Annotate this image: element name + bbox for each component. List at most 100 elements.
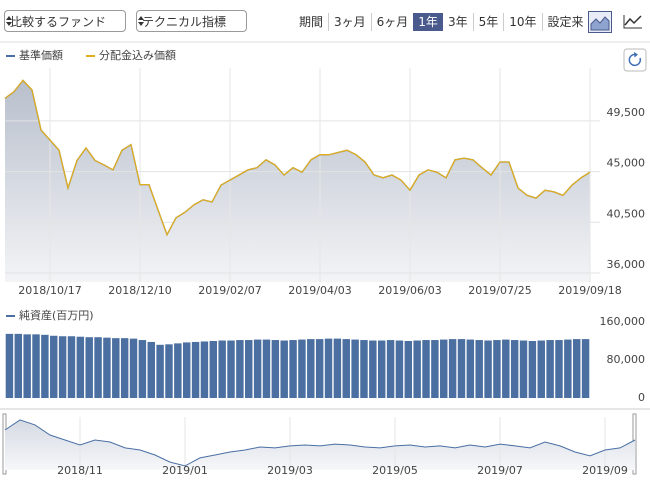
bar: [289, 340, 297, 398]
bar: [377, 340, 386, 398]
x-tick-label: 2018/11: [57, 464, 103, 477]
x-tick-label: 2019/07: [477, 464, 523, 477]
x-tick-label: 2019/06/03: [378, 284, 441, 297]
bar: [14, 333, 23, 398]
x-tick-label: 2019/04/03: [288, 284, 351, 297]
bar: [147, 341, 155, 398]
bar: [129, 338, 138, 398]
x-tick-label: 2019/03: [267, 464, 313, 477]
bar: [191, 341, 200, 398]
bar: [174, 343, 182, 398]
x-tick-label: 2019/07/25: [468, 284, 531, 297]
compare-label: 比較するファンド: [10, 15, 107, 29]
bar: [493, 340, 501, 398]
legend-label: 分配金込み価額: [99, 48, 176, 62]
bar: [156, 344, 164, 398]
bar: [572, 339, 581, 398]
bar: [528, 341, 537, 398]
bar: [271, 340, 280, 398]
period-button[interactable]: 1年: [413, 13, 443, 31]
x-tick-label: 2019/05: [372, 464, 418, 477]
reset-zoom-button[interactable]: [623, 48, 647, 72]
period-button[interactable]: 5年: [474, 13, 505, 31]
bar: [138, 340, 147, 398]
series-line: [4, 79, 591, 237]
x-tick-label: 2019/09/18: [558, 284, 621, 297]
bar: [103, 337, 111, 398]
period-button[interactable]: 3ヶ月: [329, 13, 372, 31]
bar: [413, 340, 421, 398]
compare-dropdown[interactable]: 比較するファンド: [4, 10, 126, 32]
reset-icon-arrow: [634, 52, 638, 58]
legend-label: 基準価額: [19, 48, 63, 62]
series-line: [4, 419, 636, 467]
period-label: 期間: [294, 13, 330, 31]
bar: [41, 334, 49, 398]
dropdown-arrow: [138, 16, 144, 26]
bar: [422, 340, 430, 398]
period-button[interactable]: 6ヶ月: [376, 15, 409, 29]
dropdown-arrow: [6, 16, 12, 26]
line-chart-toggle[interactable]: [622, 11, 646, 33]
bar: [307, 339, 315, 398]
period-selector: 期間 3ヶ月 6ヶ月 1年 3年 5年 10年 設定来: [294, 12, 589, 32]
bar: [94, 337, 102, 398]
chart-0: 36,000 40,500 45,000 49,500 2018/10/17 2018/1…: [4, 48, 646, 297]
x-tick-label: 2019/09: [582, 464, 628, 477]
bar: [510, 340, 519, 398]
x-tick-label: 2018/12/10: [108, 284, 171, 297]
period-button[interactable]: 設定来: [547, 15, 584, 29]
bar: [395, 340, 404, 398]
bar: [245, 340, 253, 398]
bar: [555, 340, 563, 398]
bar: [67, 336, 76, 398]
reset-icon: [628, 53, 642, 67]
bar: [360, 340, 368, 398]
bar: [564, 339, 572, 398]
technical-dropdown[interactable]: テクニカル指標: [136, 10, 247, 32]
bar: [466, 339, 475, 398]
chart-1: 0 80,000 160,000 純資産(百万円): [5, 308, 646, 404]
bar: [537, 340, 545, 398]
bar: [253, 339, 262, 398]
bar: [386, 340, 395, 398]
bar: [262, 339, 271, 398]
bar: [519, 340, 528, 398]
y-tick-label: 40,500: [607, 207, 646, 220]
bar: [200, 341, 209, 398]
area-chart-icon: [590, 16, 610, 31]
bar: [457, 339, 466, 398]
bar: [50, 335, 58, 398]
period-button[interactable]: 10年: [504, 13, 543, 31]
y-tick-label: 36,000: [607, 258, 646, 271]
y-tick-label: 49,500: [607, 106, 646, 119]
bar: [502, 339, 510, 398]
bar: [23, 334, 31, 398]
bar: [546, 340, 554, 398]
area-chart-toggle[interactable]: [588, 11, 612, 33]
x-tick-label: 2019/01: [162, 464, 208, 477]
chart-2: 2018/11 2019/01 2019/03 2019/05 2019/07 2019/…: [4, 417, 636, 477]
reset-button-frame[interactable]: [623, 48, 647, 72]
bar: [440, 339, 448, 398]
bar: [120, 338, 129, 398]
bar: [475, 340, 483, 398]
bar: [112, 338, 120, 398]
bar: [581, 339, 590, 398]
bar: [315, 339, 324, 398]
bar: [333, 338, 342, 398]
x-tick-label: 2019/02/07: [198, 284, 261, 297]
period-button[interactable]: 3年: [443, 13, 474, 31]
bar: [298, 339, 306, 398]
bar: [58, 336, 67, 398]
y-tick-label: 160,000: [600, 315, 646, 328]
area-fill: [5, 419, 635, 470]
y-tick-label: 0: [638, 391, 645, 404]
bar: [236, 340, 244, 398]
area-fill: [5, 80, 590, 283]
bar: [448, 339, 457, 398]
bar: [280, 340, 288, 398]
legend-label: 純資産(百万円): [19, 308, 94, 322]
technical-label: テクニカル指標: [142, 15, 227, 29]
